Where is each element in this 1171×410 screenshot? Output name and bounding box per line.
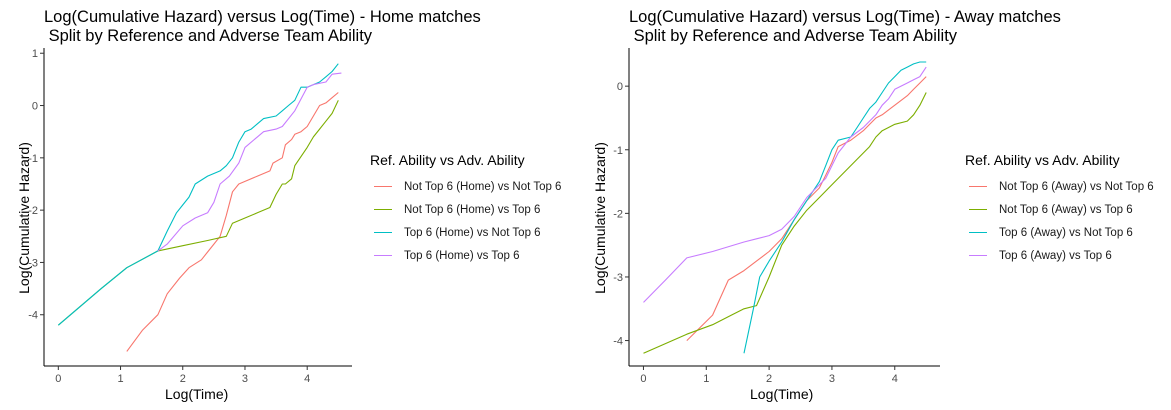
series-line xyxy=(57,100,339,326)
series-line xyxy=(643,92,927,354)
y-tick-label: -3 xyxy=(613,272,623,284)
series-line xyxy=(157,72,342,252)
series-line xyxy=(57,63,339,326)
legend-item: Not Top 6 (Home) vs Top 6 xyxy=(370,198,561,221)
legend-item: Top 6 (Away) vs Not Top 6 xyxy=(965,221,1154,244)
legend-key-swatch xyxy=(969,232,987,233)
legend: Ref. Ability vs Adv. Ability Not Top 6 (… xyxy=(965,152,1154,267)
legend-item: Top 6 (Home) vs Top 6 xyxy=(370,244,561,267)
away-plot-area: 0 1 2 3 4 -4 -3 -2 -1 0 xyxy=(613,48,940,385)
x-tick-label: 4 xyxy=(892,373,898,385)
legend-label: Not Top 6 (Home) vs Top 6 xyxy=(404,203,541,216)
legend-key-swatch xyxy=(969,255,987,256)
series-line xyxy=(743,61,927,354)
legend-item: Not Top 6 (Home) vs Not Top 6 xyxy=(370,175,561,198)
legend-item: Top 6 (Away) vs Top 6 xyxy=(965,244,1154,267)
series-line xyxy=(686,76,927,341)
series-line xyxy=(643,66,927,303)
legend-title: Ref. Ability vs Adv. Ability xyxy=(965,152,1120,168)
legend-key-swatch xyxy=(374,232,392,233)
legend-item: Top 6 (Home) vs Not Top 6 xyxy=(370,221,561,244)
legend-key-swatch xyxy=(374,255,392,256)
legend-label: Not Top 6 (Home) vs Not Top 6 xyxy=(404,180,562,193)
x-tick-label: 3 xyxy=(829,373,835,385)
x-tick-label: 1 xyxy=(117,373,123,385)
y-tick-label: -2 xyxy=(613,208,623,220)
y-tick-label: -1 xyxy=(28,153,38,165)
x-tick-label: 2 xyxy=(180,373,186,385)
y-axis-label: Log(Cumulative Hazard) xyxy=(592,142,608,294)
y-tick-label: -4 xyxy=(613,336,623,348)
series-line xyxy=(126,92,339,352)
chart-title: Log(Cumulative Hazard) versus Log(Time) … xyxy=(629,8,1061,45)
legend-title: Ref. Ability vs Adv. Ability xyxy=(370,152,525,168)
legend-item: Not Top 6 (Away) vs Not Top 6 xyxy=(965,175,1154,198)
home-plot-area: 0 1 2 3 4 -4 -3 -2 -1 0 1 xyxy=(28,48,352,385)
y-tick-label: -2 xyxy=(28,205,38,217)
legend-label: Top 6 (Home) vs Not Top 6 xyxy=(404,226,541,239)
y-tick-label: -3 xyxy=(28,257,38,269)
legend-label: Not Top 6 (Away) vs Top 6 xyxy=(999,203,1133,216)
x-tick-label: 0 xyxy=(640,373,646,385)
legend-key-swatch xyxy=(374,209,392,210)
legend-label: Top 6 (Away) vs Top 6 xyxy=(999,249,1112,262)
x-tick-label: 2 xyxy=(766,373,772,385)
legend-key-swatch xyxy=(374,186,392,187)
x-tick-label: 3 xyxy=(242,373,248,385)
x-tick-label: 1 xyxy=(703,373,709,385)
x-tick-label: 4 xyxy=(304,373,310,385)
y-tick-label: -1 xyxy=(613,145,623,157)
y-tick-label: 0 xyxy=(32,101,38,113)
home-matches-chart: Log(Cumulative Hazard) versus Log(Time) … xyxy=(16,8,561,402)
y-tick-label: 1 xyxy=(32,48,38,60)
legend-label: Top 6 (Away) vs Not Top 6 xyxy=(999,226,1133,239)
chart-title: Log(Cumulative Hazard) versus Log(Time) … xyxy=(44,8,481,45)
y-tick-label: 0 xyxy=(617,81,623,93)
away-matches-chart: Log(Cumulative Hazard) versus Log(Time) … xyxy=(586,0,1171,410)
legend-key-swatch xyxy=(969,186,987,187)
legend-item: Not Top 6 (Away) vs Top 6 xyxy=(965,198,1154,221)
legend: Ref. Ability vs Adv. Ability Not Top 6 (… xyxy=(370,152,561,267)
x-axis-label: Log(Time) xyxy=(750,386,814,402)
y-tick-label: -4 xyxy=(28,310,38,322)
y-axis-label: Log(Cumulative Hazard) xyxy=(16,142,32,294)
legend-label: Top 6 (Home) vs Top 6 xyxy=(404,249,520,262)
legend-key-swatch xyxy=(969,209,987,210)
x-axis-label: Log(Time) xyxy=(165,386,229,402)
legend-label: Not Top 6 (Away) vs Not Top 6 xyxy=(999,180,1154,193)
x-tick-label: 0 xyxy=(55,373,61,385)
